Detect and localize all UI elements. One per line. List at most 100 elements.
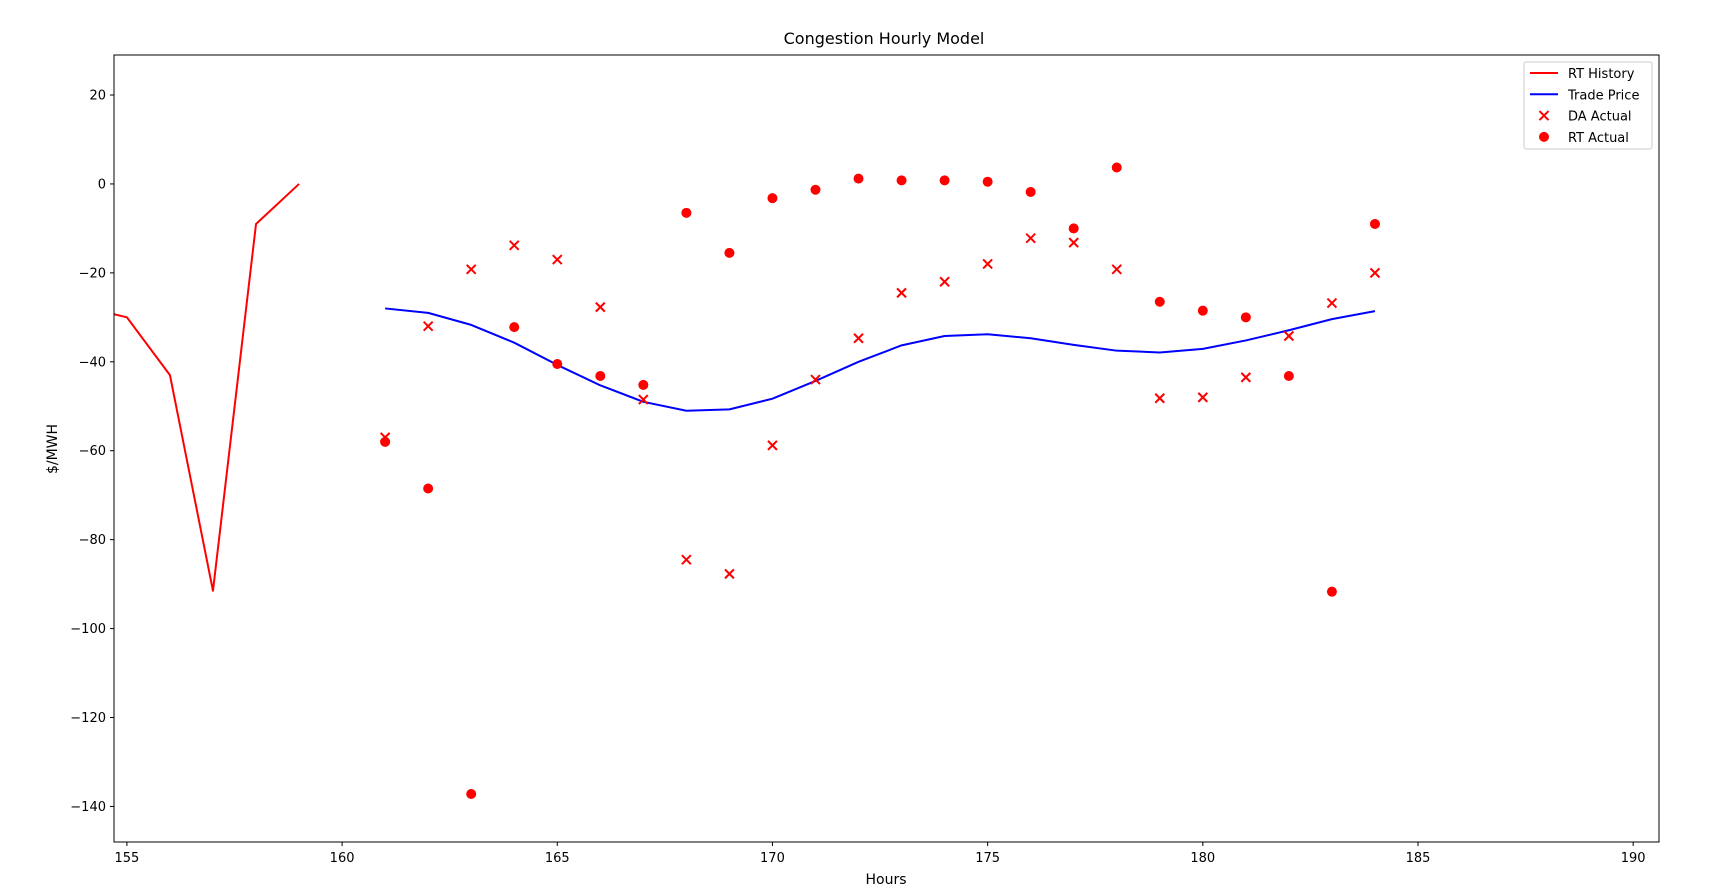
data-point-da-actual (1369, 267, 1381, 279)
series-line-trade-price (385, 307, 1376, 412)
legend-entry-rt-history: RT History (1530, 67, 1635, 82)
data-point-da-actual (1283, 330, 1295, 342)
data-point-rt-actual (380, 436, 391, 447)
data-point-da-actual (724, 568, 735, 580)
x-marker-stroke (1197, 392, 1209, 403)
x-tick-label: 165 (545, 851, 570, 866)
x-tick-label: 170 (760, 851, 785, 866)
data-point-da-actual (810, 374, 821, 385)
x-tick-label: 175 (975, 851, 1000, 866)
legend-x-marker (1538, 110, 1550, 121)
data-point-rt-actual (1369, 218, 1380, 229)
y-tick-label: −40 (79, 355, 106, 370)
data-point-da-actual (896, 287, 907, 299)
data-point-rt-actual (423, 483, 434, 494)
x-marker-stroke (810, 374, 821, 385)
data-point-da-actual (1111, 264, 1122, 275)
x-marker-stroke (422, 321, 434, 332)
x-marker-stroke (1326, 297, 1338, 309)
data-point-rt-actual (1068, 223, 1079, 234)
x-marker-stroke (896, 287, 907, 299)
legend-entry-rt-actual: RT Actual (1539, 131, 1629, 146)
data-point-da-actual (465, 264, 477, 275)
data-point-da-actual (1154, 393, 1165, 404)
data-point-da-actual (422, 321, 434, 332)
x-tick-label: 190 (1621, 851, 1646, 866)
x-tick-label: 155 (114, 851, 139, 866)
legend: RT History Trade Price DA Actual RT Actual (1523, 61, 1653, 150)
y-tick-label: −20 (79, 266, 106, 281)
y-tick-label: −60 (79, 444, 106, 459)
axes-layer: 155 160 165 170 175 180 185 190 20 0 −20 −40 −60 −80 −… (70, 89, 1645, 866)
legend-entry-da-actual: DA Actual (1538, 110, 1632, 125)
data-point-rt-actual (638, 379, 649, 390)
legend-label: DA Actual (1568, 110, 1632, 125)
x-tick-label: 185 (1406, 851, 1431, 866)
y-tick-label: −120 (70, 711, 106, 726)
data-point-rt-actual (982, 176, 993, 187)
x-marker-stroke (595, 301, 606, 313)
x-marker-stroke (1111, 264, 1122, 275)
y-tick-label: 0 (98, 177, 106, 192)
x-marker-stroke (552, 254, 563, 265)
x-marker-stroke (1068, 237, 1079, 248)
data-point-rt-actual (552, 359, 563, 370)
data-point-rt-actual (1111, 162, 1122, 173)
plot-data-layer (114, 162, 1381, 799)
x-marker-stroke (1283, 330, 1295, 342)
data-point-da-actual (1326, 297, 1338, 309)
x-marker-stroke (767, 440, 778, 451)
x-marker-stroke (638, 394, 649, 405)
data-point-rt-actual (1154, 296, 1165, 307)
y-tick-label: −100 (70, 622, 106, 637)
legend-label: RT Actual (1568, 131, 1629, 146)
data-point-da-actual (509, 240, 520, 251)
x-tick-label: 180 (1190, 851, 1215, 866)
series-line-rt-history (114, 183, 300, 592)
data-point-da-actual (1240, 372, 1252, 383)
data-point-rt-actual (810, 184, 821, 195)
data-point-da-actual (552, 254, 563, 265)
data-point-rt-actual (1326, 586, 1337, 597)
y-axis-label: $/MWH (45, 424, 61, 474)
data-point-da-actual (853, 333, 864, 344)
legend-label: Trade Price (1567, 88, 1639, 103)
x-axis-label: Hours (865, 872, 906, 888)
chart-title: Congestion Hourly Model (784, 29, 985, 48)
legend-label: RT History (1568, 67, 1635, 82)
legend-entry-trade-price: Trade Price (1530, 88, 1639, 103)
x-marker-stroke (1369, 267, 1381, 279)
x-marker-stroke (982, 258, 993, 270)
data-point-rt-actual (939, 175, 950, 186)
plot-frame (113, 54, 1660, 843)
data-point-da-actual (982, 258, 993, 270)
x-marker-stroke (724, 568, 735, 580)
data-point-rt-actual (1025, 186, 1036, 197)
data-point-da-actual (939, 276, 950, 287)
data-point-da-actual (767, 440, 778, 451)
data-point-rt-actual (466, 788, 477, 799)
data-point-rt-actual (681, 207, 692, 218)
data-point-rt-actual (1240, 312, 1251, 323)
y-tick-label: 20 (89, 89, 106, 104)
data-point-rt-actual (896, 175, 907, 186)
data-point-rt-actual (1197, 305, 1208, 316)
y-tick-label: −140 (70, 800, 106, 815)
data-point-rt-actual (853, 173, 864, 184)
data-point-rt-actual (1283, 371, 1294, 382)
x-marker-stroke (853, 333, 864, 344)
legend-dot-marker (1539, 131, 1549, 142)
data-point-da-actual (1197, 392, 1209, 403)
y-tick-label: −80 (79, 533, 106, 548)
data-point-rt-actual (724, 247, 735, 258)
data-point-da-actual (595, 301, 606, 313)
x-tick-label: 160 (330, 851, 355, 866)
data-point-rt-actual (509, 322, 520, 333)
data-point-da-actual (638, 394, 649, 405)
legend-box (1523, 61, 1653, 150)
x-marker-stroke (1240, 372, 1252, 383)
x-marker-stroke (681, 554, 692, 565)
x-marker-stroke (1025, 232, 1036, 244)
data-point-rt-actual (595, 371, 606, 382)
